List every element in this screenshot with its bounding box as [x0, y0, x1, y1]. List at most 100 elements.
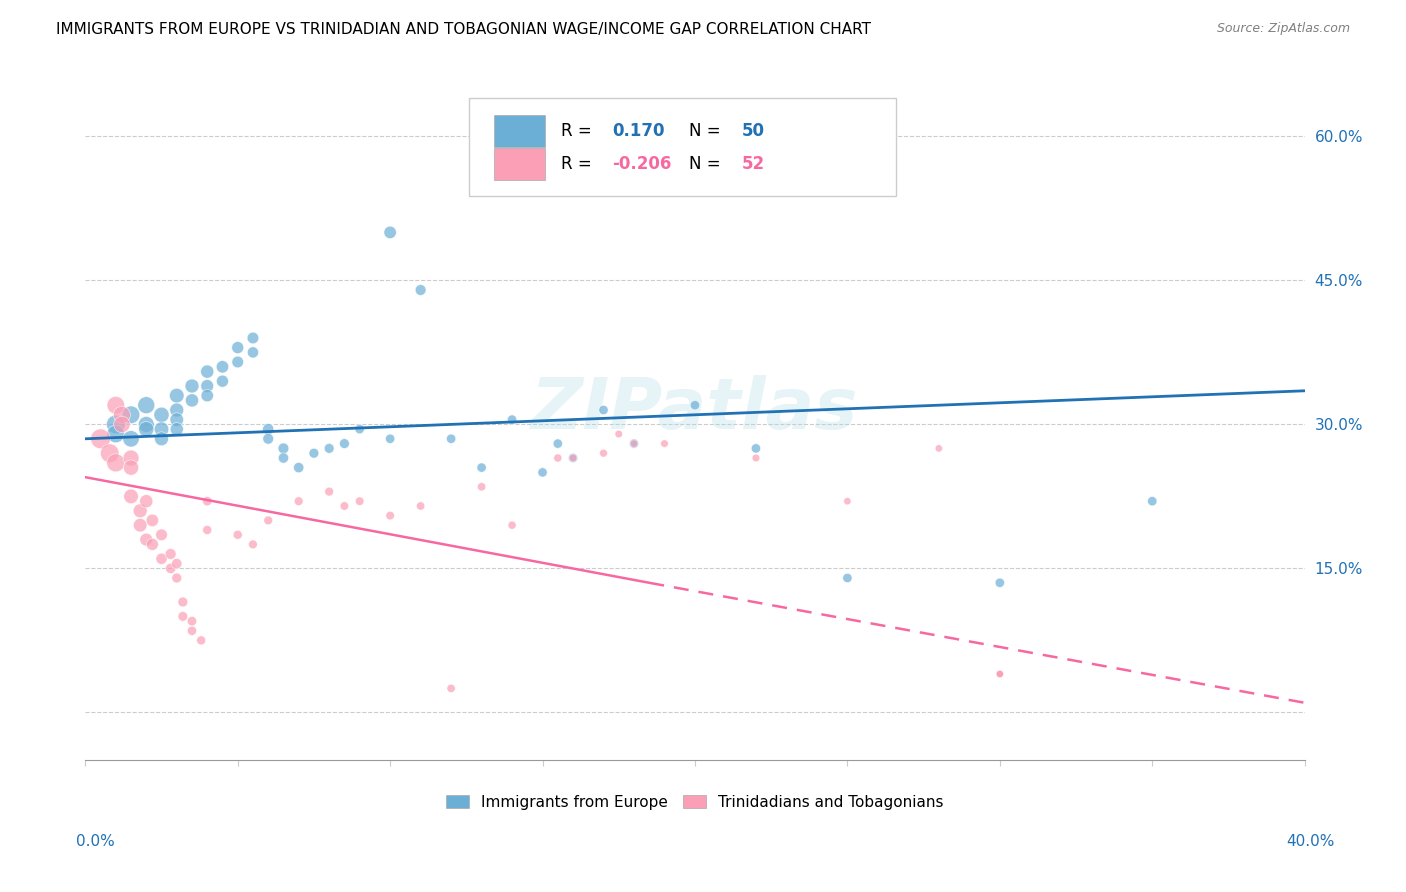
Point [120, 432, 142, 446]
Point [166, 403, 188, 417]
Point [928, 442, 950, 456]
Point [242, 537, 264, 551]
Point [195, 379, 218, 393]
Point [440, 681, 463, 696]
Point [501, 518, 523, 533]
Point [181, 393, 204, 408]
Point [409, 283, 432, 297]
Point [150, 432, 173, 446]
Point [333, 499, 356, 513]
FancyBboxPatch shape [470, 98, 896, 196]
Point [471, 460, 494, 475]
Point [547, 450, 569, 465]
Point [654, 436, 676, 450]
Point [440, 432, 463, 446]
Point [242, 331, 264, 345]
Point [141, 513, 163, 527]
Point [333, 436, 356, 450]
Point [195, 388, 218, 402]
Point [120, 489, 142, 503]
Point [745, 442, 768, 456]
FancyBboxPatch shape [494, 115, 546, 147]
FancyBboxPatch shape [494, 148, 546, 180]
Text: 40.0%: 40.0% [1286, 834, 1334, 848]
Point [607, 427, 630, 442]
Point [242, 345, 264, 359]
Point [562, 450, 585, 465]
Point [120, 408, 142, 422]
Point [181, 379, 204, 393]
Point [302, 446, 325, 460]
Legend: Immigrants from Europe, Trinidadians and Tobagonians: Immigrants from Europe, Trinidadians and… [440, 789, 950, 816]
Point [287, 494, 309, 508]
Point [409, 499, 432, 513]
Point [195, 523, 218, 537]
Point [547, 436, 569, 450]
Point [837, 494, 859, 508]
Point [166, 388, 188, 402]
Point [181, 614, 204, 628]
Point [166, 571, 188, 585]
Point [745, 450, 768, 465]
Point [683, 398, 706, 412]
Point [226, 528, 249, 542]
Text: -0.206: -0.206 [612, 155, 672, 173]
Point [211, 374, 233, 388]
Point [135, 533, 157, 547]
Point [531, 466, 554, 480]
Point [172, 609, 194, 624]
Point [150, 551, 173, 566]
Point [98, 446, 121, 460]
Point [104, 456, 127, 470]
Point [129, 518, 152, 533]
Point [135, 494, 157, 508]
Point [226, 341, 249, 355]
Point [150, 528, 173, 542]
Point [988, 667, 1011, 681]
Point [181, 624, 204, 638]
Point [378, 432, 401, 446]
Point [159, 561, 181, 575]
Point [135, 417, 157, 432]
Point [623, 436, 645, 450]
Point [166, 557, 188, 571]
Point [211, 359, 233, 374]
Point [129, 504, 152, 518]
Point [166, 412, 188, 426]
Text: R =: R = [561, 155, 598, 173]
Point [501, 412, 523, 426]
Point [988, 667, 1011, 681]
Point [166, 422, 188, 436]
Point [90, 432, 112, 446]
Point [562, 450, 585, 465]
Point [592, 446, 614, 460]
Point [837, 571, 859, 585]
Point [150, 408, 173, 422]
Point [318, 484, 340, 499]
Point [378, 508, 401, 523]
Point [111, 417, 134, 432]
Point [135, 422, 157, 436]
Text: N =: N = [689, 155, 725, 173]
Point [273, 450, 295, 465]
Text: IMMIGRANTS FROM EUROPE VS TRINIDADIAN AND TOBAGONIAN WAGE/INCOME GAP CORRELATION: IMMIGRANTS FROM EUROPE VS TRINIDADIAN AN… [56, 22, 872, 37]
Point [159, 547, 181, 561]
Point [273, 442, 295, 456]
Point [988, 575, 1011, 590]
Point [471, 480, 494, 494]
Point [172, 595, 194, 609]
Text: N =: N = [689, 122, 725, 140]
Point [120, 450, 142, 465]
Point [1142, 494, 1164, 508]
Point [349, 494, 371, 508]
Text: Source: ZipAtlas.com: Source: ZipAtlas.com [1216, 22, 1350, 36]
Text: 0.0%: 0.0% [76, 834, 115, 848]
Point [257, 513, 280, 527]
Point [190, 633, 212, 648]
Point [150, 422, 173, 436]
Text: R =: R = [561, 122, 598, 140]
Point [349, 422, 371, 436]
Point [195, 365, 218, 379]
Point [226, 355, 249, 369]
Point [592, 403, 614, 417]
